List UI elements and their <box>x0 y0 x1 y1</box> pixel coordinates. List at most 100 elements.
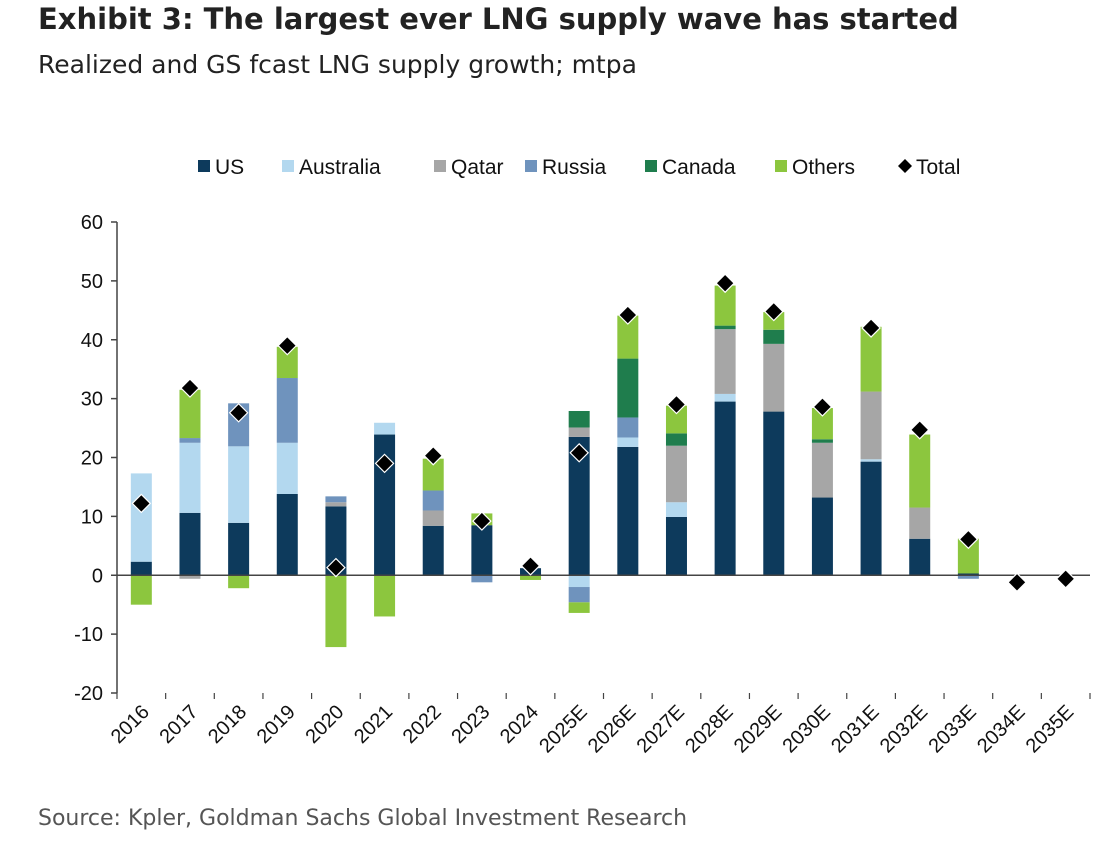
bar-segment-russia <box>422 490 444 511</box>
legend-swatch <box>434 160 446 172</box>
bar-segment-us <box>179 512 201 576</box>
bar-segment-us <box>276 494 298 576</box>
source-note: Source: Kpler, Goldman Sachs Global Inve… <box>38 806 688 831</box>
legend-label: Russia <box>542 156 607 179</box>
bar-segment-canada <box>617 358 639 418</box>
total-marker <box>131 493 152 514</box>
bar-segment-us <box>860 461 882 576</box>
x-tick-label: 2016 <box>107 701 154 748</box>
total-marker <box>180 378 200 398</box>
x-tick-label: 2017 <box>155 701 202 748</box>
y-tick-label: 50 <box>81 271 103 293</box>
total-marker <box>520 555 541 576</box>
y-tick-label: 10 <box>81 506 103 528</box>
bar-segment-qatar <box>909 507 931 539</box>
bar-segment-others <box>325 575 347 648</box>
legend-label: Qatar <box>451 156 504 179</box>
bar-segment-others <box>860 326 882 392</box>
x-tick-label: 2025E <box>535 701 591 757</box>
total-marker <box>423 445 444 466</box>
bar-segment-australia <box>276 442 298 495</box>
total-marker <box>715 273 735 294</box>
total-marker <box>326 557 346 578</box>
total-marker <box>374 453 395 474</box>
y-tick-label: 20 <box>81 448 103 470</box>
bar-segment-canada <box>811 439 833 443</box>
x-tick-label: 2034E <box>973 701 1029 757</box>
y-tick-label: -10 <box>74 624 103 646</box>
bar-segment-australia <box>130 473 152 562</box>
bar-segment-qatar <box>763 343 785 412</box>
x-tick-label: 2022 <box>399 701 446 748</box>
bar-segment-russia <box>276 378 298 443</box>
bar-segment-others <box>228 575 250 589</box>
bar-segment-australia <box>374 422 396 435</box>
bar-segment-australia <box>568 575 590 588</box>
bar-segment-others <box>179 389 201 439</box>
bar-segment-us <box>811 497 833 576</box>
total-marker <box>617 305 638 325</box>
bar-segment-others <box>909 434 931 508</box>
bar-segment-us <box>471 525 493 576</box>
total-marker <box>1055 568 1076 589</box>
bar-segment-australia <box>665 502 687 517</box>
total-marker <box>909 419 930 440</box>
bar-segment-us <box>374 434 396 576</box>
bar-segment-qatar <box>179 575 201 579</box>
x-tick-label: 2019 <box>253 701 300 748</box>
bar-segment-qatar <box>568 427 590 437</box>
bar-segment-others <box>617 315 639 359</box>
chart-title: Exhibit 3: The largest ever LNG supply w… <box>38 2 959 36</box>
total-markers <box>131 273 1076 593</box>
x-tick-label: 2033E <box>924 701 980 757</box>
y-tick-label: 0 <box>92 565 103 587</box>
bar-segment-australia <box>714 393 736 402</box>
bar-segment-australia <box>228 446 250 523</box>
x-tick-label: 2030E <box>779 701 835 757</box>
bar-segment-australia <box>617 437 639 447</box>
bar-segment-russia <box>617 417 639 438</box>
bar-segment-canada <box>568 410 590 428</box>
bar-segment-russia <box>325 496 347 503</box>
bar-segment-australia <box>860 459 882 462</box>
legend-swatch <box>645 160 657 172</box>
bar-segment-others <box>422 458 444 491</box>
chart-subtitle: Realized and GS fcast LNG supply growth;… <box>38 50 637 79</box>
total-marker <box>861 318 881 338</box>
legend-label: US <box>215 156 244 179</box>
bar-segment-qatar <box>860 391 882 460</box>
bar-segment-us <box>617 446 639 576</box>
bar-segment-canada <box>665 433 687 446</box>
x-tick-label: 2018 <box>204 701 251 748</box>
bar-segment-others <box>276 346 298 379</box>
total-marker <box>569 442 590 463</box>
bar-segment-others <box>714 285 736 326</box>
total-marker <box>228 402 249 423</box>
legend: US Australia Qatar Russia Canada Others Total <box>198 156 960 179</box>
legend-label: Australia <box>299 156 381 179</box>
total-marker <box>763 301 784 322</box>
bar-segment-russia <box>471 575 493 583</box>
x-tick-label: 2028E <box>681 701 737 757</box>
x-tick-label: 2027E <box>633 701 689 757</box>
bar-segment-others <box>665 405 687 434</box>
x-tick-label: 2031E <box>827 701 883 757</box>
bar-segment-others <box>520 575 542 580</box>
bar-segment-qatar <box>714 329 736 394</box>
bar-segment-canada <box>763 329 785 344</box>
legend-label: Others <box>792 156 855 179</box>
bar-segment-us <box>568 436 590 576</box>
total-marker <box>472 511 492 531</box>
bar-segment-us <box>957 573 979 576</box>
x-tick-label: 2029E <box>730 701 786 757</box>
bar-segment-others <box>811 408 833 440</box>
x-tick-label: 2021 <box>350 701 397 748</box>
legend-label: Total <box>916 156 960 179</box>
bar-segment-russia <box>568 587 590 603</box>
x-tick-label: 2032E <box>876 701 932 757</box>
legend-swatch <box>282 160 294 172</box>
bar-segment-others <box>130 575 152 605</box>
bar-segment-russia <box>179 438 201 443</box>
bar-segment-us <box>665 516 687 576</box>
bar-segment-australia <box>179 442 201 513</box>
